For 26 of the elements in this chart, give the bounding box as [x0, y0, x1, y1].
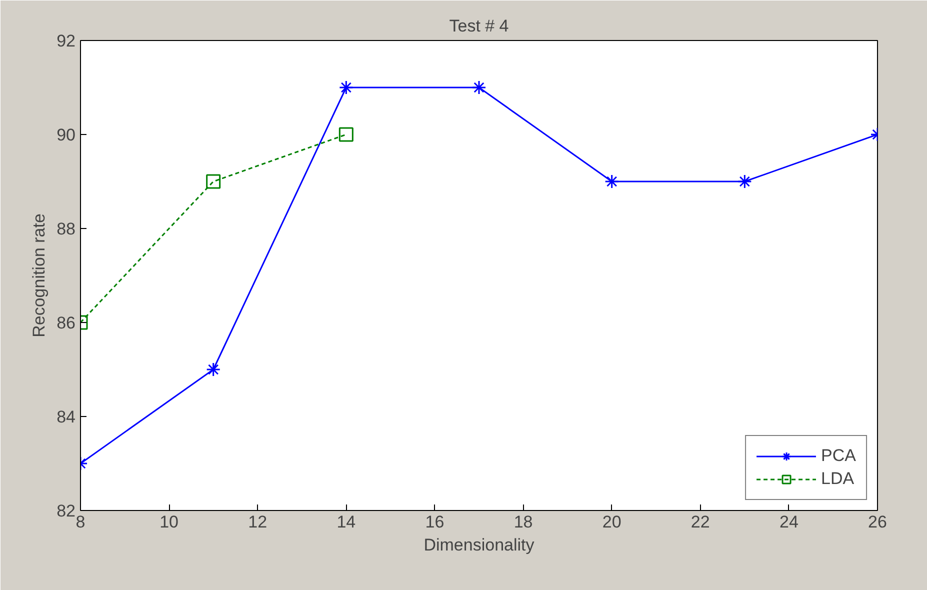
y-tick-label: 88: [56, 220, 76, 238]
x-tick-label: 20: [602, 512, 622, 532]
x-tick-label: 24: [779, 512, 798, 532]
y-tick-label: 82: [56, 502, 76, 520]
legend-label: PCA: [821, 446, 856, 466]
x-tick-label: 22: [690, 512, 710, 532]
point: [206, 362, 221, 377]
x-tick-label: 26: [868, 512, 887, 532]
x-axis-title: Dimensionality: [424, 536, 535, 554]
x-tick-label: 16: [425, 512, 444, 532]
y-tick-label: 92: [56, 32, 76, 50]
x-tick-label: 14: [336, 512, 356, 532]
y-tick-label: 84: [56, 408, 76, 426]
y-tick-label: 86: [56, 314, 76, 332]
x-tick-label: 18: [514, 512, 533, 532]
y-axis-title: Recognition rate: [30, 214, 49, 338]
point: [338, 127, 354, 142]
point: [472, 80, 486, 95]
chart-title: Test # 4: [449, 16, 509, 36]
x-tick-label: 12: [248, 512, 268, 532]
x-tick-label: 10: [160, 512, 179, 532]
legend-label: LDA: [821, 469, 854, 489]
x-tick-label: 8: [76, 512, 86, 532]
point: [206, 174, 221, 189]
point: [338, 80, 354, 95]
y-tick-label: 90: [56, 126, 76, 144]
